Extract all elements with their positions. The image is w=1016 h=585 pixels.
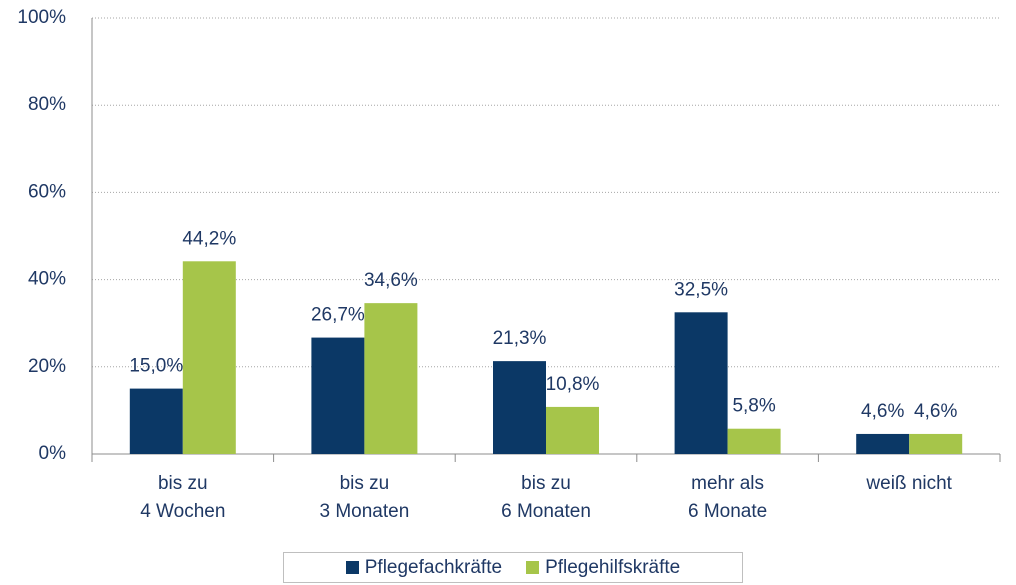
bar (182, 261, 236, 454)
x-tick-label: mehr als 6 Monate (687, 473, 768, 522)
value-label: 32,5% (674, 279, 728, 300)
bar (546, 406, 599, 454)
y-tick-label: 80% (28, 94, 66, 115)
bar (727, 428, 781, 454)
y-tick-label: 60% (28, 181, 66, 202)
x-tick-label: bis zu 6 Monaten (501, 473, 591, 522)
bar (856, 433, 910, 454)
legend-label: Pflegehilfskräfte (545, 556, 681, 578)
legend-swatch (526, 561, 540, 574)
bar (311, 337, 365, 454)
value-label: 21,3% (493, 328, 547, 349)
value-label: 10,8% (546, 374, 600, 395)
y-tick-label: 100% (17, 7, 66, 28)
value-label: 5,8% (732, 396, 775, 417)
y-tick-label: 20% (28, 356, 66, 377)
x-tick-label: bis zu 4 Wochen (140, 473, 226, 522)
legend-swatch (345, 561, 359, 574)
value-label: 34,6% (364, 270, 418, 291)
legend: Pflegefachkräfte Pflegehilfskräfte (283, 552, 743, 583)
legend-item: Pflegefachkräfte (345, 556, 503, 579)
legend-item: Pflegehilfskräfte (526, 557, 680, 579)
x-tick-label: weiß nicht (866, 473, 952, 494)
bar (674, 312, 728, 454)
x-tick-label: bis zu 3 Monaten (319, 473, 410, 522)
y-tick-label: 40% (28, 269, 66, 290)
bar (129, 388, 183, 454)
value-label: 4,6% (914, 401, 957, 422)
bar (493, 361, 546, 454)
y-tick-label: 0% (39, 443, 67, 464)
bar (364, 303, 418, 454)
value-label: 15,0% (129, 356, 183, 377)
value-label: 4,6% (861, 401, 904, 422)
legend-label: Pflegefachkräfte (364, 556, 503, 578)
value-label: 44,2% (182, 228, 236, 249)
value-label: 26,7% (311, 305, 365, 326)
bar (909, 433, 963, 454)
